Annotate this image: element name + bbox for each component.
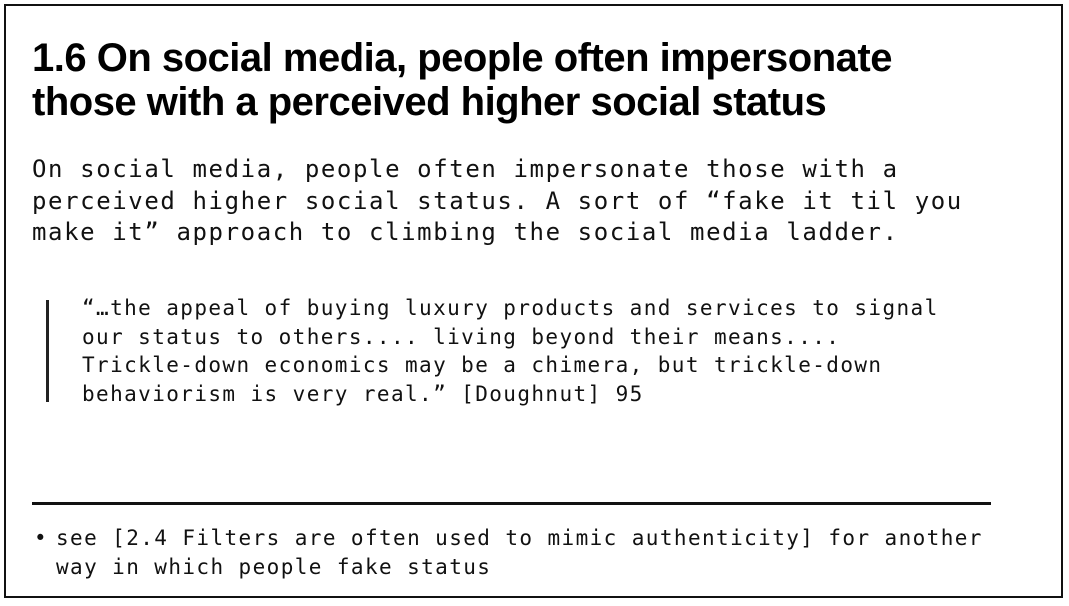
bullet-icon: • [34,526,49,550]
page-title: 1.6 On social media, people often impers… [32,36,1052,124]
body-paragraph: On social media, people often impersonat… [32,154,1052,249]
body-line: perceived higher social status. A sort o… [32,186,963,215]
quote-line: “…the appeal of buying luxury products a… [82,296,939,320]
note-line: way in which people fake status [56,555,492,579]
blockquote: “…the appeal of buying luxury products a… [46,294,1046,406]
quote-line: Trickle-down economics may be a chimera,… [82,353,883,377]
quote-text: “…the appeal of buying luxury products a… [82,294,1042,408]
note-line: see [2.4 Filters are often used to mimic… [56,526,983,550]
title-line: those with a perceived higher social sta… [32,80,827,124]
note-card: 1.6 On social media, people often impers… [4,4,1063,598]
body-line: On social media, people often impersonat… [32,155,899,183]
title-line: 1.6 On social media, people often impers… [32,36,892,80]
quote-bar [46,300,49,402]
quote-line: behaviorism is very real.” [Doughnut] 95 [82,381,644,406]
body-line: make it” approach to climbing the social… [32,218,899,246]
divider [32,502,991,505]
see-also-link[interactable]: see [2.4 Filters are often used to mimic… [56,524,1058,582]
quote-line: our status to others.... living beyond t… [82,324,841,349]
